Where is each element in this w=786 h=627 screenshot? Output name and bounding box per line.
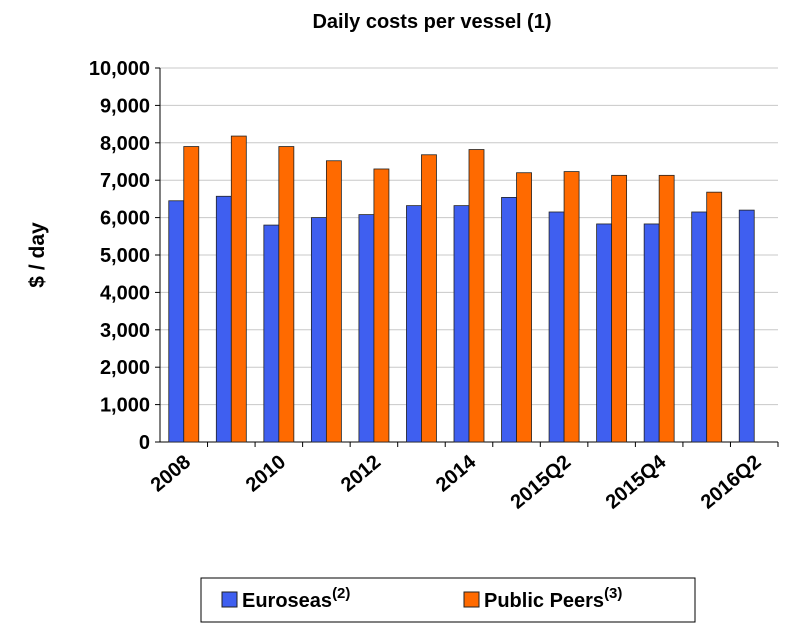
y-tick-label: 9,000 <box>100 95 150 117</box>
legend-name: Public Peers <box>484 590 604 612</box>
chart-title: Daily costs per vessel (1) <box>312 11 551 33</box>
bar <box>643 223 660 443</box>
bar <box>278 146 295 443</box>
y-tick-label: 5,000 <box>100 245 150 267</box>
y-tick-label: 0 <box>139 432 150 454</box>
bar <box>468 149 485 443</box>
bar <box>168 200 185 443</box>
bar <box>421 154 437 443</box>
bar <box>658 174 675 443</box>
y-tick-label: 8,000 <box>100 133 150 155</box>
bar <box>263 224 280 443</box>
bar <box>358 214 375 443</box>
legend-swatch <box>221 591 238 608</box>
legend-swatch <box>463 591 480 608</box>
legend-item: Euroseas(2) <box>221 585 350 612</box>
legend-label: Euroseas(2) <box>242 585 350 612</box>
bar <box>230 135 247 443</box>
x-tick-label: 2012 <box>337 451 385 496</box>
y-tick-label: 2,000 <box>100 357 150 379</box>
bar <box>706 191 723 443</box>
y-tick-label: 10,000 <box>89 58 150 80</box>
legend-box <box>200 577 696 623</box>
x-tick-label: 2016Q2 <box>697 451 766 514</box>
x-tick-label: 2010 <box>242 451 290 496</box>
bar <box>373 168 390 443</box>
bar <box>548 211 565 443</box>
legend-superscript: (2) <box>332 585 350 602</box>
bar <box>516 172 532 443</box>
bar <box>691 211 708 443</box>
bar <box>215 195 232 443</box>
y-tick-label: 1,000 <box>100 395 150 417</box>
legend-name: Euroseas <box>242 590 332 612</box>
bar <box>325 160 342 443</box>
legend-item: Public Peers(3) <box>463 585 622 612</box>
legend-label: Public Peers(3) <box>484 585 622 612</box>
bar <box>596 223 613 443</box>
bar <box>738 209 755 443</box>
bar <box>406 205 422 443</box>
bar <box>501 197 517 443</box>
bar <box>310 217 327 443</box>
x-tick-label: 2015Q2 <box>507 451 576 514</box>
y-axis-label: $ / day <box>26 222 49 288</box>
y-tick-label: 7,000 <box>100 170 150 192</box>
bar <box>611 174 628 443</box>
x-tick-label: 2015Q4 <box>602 450 671 513</box>
x-tick-label: 2008 <box>147 451 195 496</box>
bar <box>183 146 200 443</box>
bar <box>453 205 470 443</box>
legend-superscript: (3) <box>604 585 622 602</box>
bar <box>563 171 580 443</box>
y-tick-label: 3,000 <box>100 320 150 342</box>
x-tick-label: 2014 <box>432 450 481 496</box>
y-tick-label: 6,000 <box>100 208 150 230</box>
y-tick-label: 4,000 <box>100 282 150 304</box>
